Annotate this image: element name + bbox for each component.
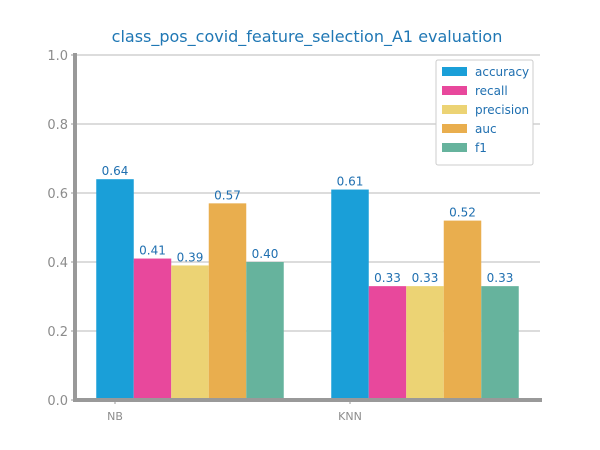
data-label-auc-nb: 0.57 bbox=[214, 188, 241, 202]
data-label-recall-nb: 0.41 bbox=[139, 244, 166, 258]
legend-swatch-recall bbox=[442, 86, 467, 95]
chart-title: class_pos_covid_feature_selection_A1 eva… bbox=[112, 27, 503, 47]
bar-precision-nb bbox=[171, 265, 209, 400]
y-tick-label: 0.2 bbox=[47, 325, 68, 340]
x-tick-label-nb: NB bbox=[107, 410, 123, 423]
legend: accuracy recall precision auc f1 bbox=[435, 59, 534, 166]
bar-recall-knn bbox=[368, 286, 407, 400]
legend-label-recall: recall bbox=[475, 84, 508, 98]
bar-auc-nb bbox=[208, 203, 247, 400]
data-label-accuracy-nb: 0.64 bbox=[102, 164, 129, 178]
x-tick-label-knn: KNN bbox=[338, 410, 362, 423]
y-tick-label: 1.0 bbox=[47, 49, 68, 64]
data-label-f1-knn: 0.33 bbox=[487, 271, 514, 285]
bar-f1-nb bbox=[246, 262, 284, 400]
legend-swatch-precision bbox=[442, 105, 467, 114]
data-label-auc-knn: 0.52 bbox=[449, 206, 476, 220]
bar-accuracy-nb bbox=[96, 179, 134, 400]
y-tick-label: 0.4 bbox=[47, 256, 68, 271]
bar-auc-knn bbox=[443, 220, 482, 400]
legend-label-precision: precision bbox=[475, 103, 529, 117]
legend-label-auc: auc bbox=[475, 122, 497, 136]
legend-swatch-auc bbox=[442, 124, 467, 133]
bar-precision-knn bbox=[406, 286, 444, 400]
data-labels: 0.64 0.61 0.41 0.33 0.39 0.33 0.57 0.52 0.40 0.33 bbox=[102, 164, 514, 285]
y-tick-label: 0.6 bbox=[47, 187, 68, 202]
data-label-recall-knn: 0.33 bbox=[374, 271, 401, 285]
legend-swatch-f1 bbox=[442, 143, 467, 152]
y-tick-label: 0.0 bbox=[47, 394, 68, 409]
data-label-precision-nb: 0.39 bbox=[177, 250, 204, 264]
bar-f1-knn bbox=[481, 286, 519, 400]
axes: 0.0 0.2 0.4 0.6 0.8 1.0 NB KNN bbox=[47, 49, 542, 423]
bar-recall-nb bbox=[133, 258, 172, 400]
legend-label-f1: f1 bbox=[475, 141, 487, 155]
data-label-f1-nb: 0.40 bbox=[252, 247, 279, 261]
data-label-accuracy-knn: 0.61 bbox=[337, 175, 364, 189]
legend-label-accuracy: accuracy bbox=[475, 65, 529, 79]
bars bbox=[96, 179, 519, 400]
y-tick-label: 0.8 bbox=[47, 118, 68, 133]
data-label-precision-knn: 0.33 bbox=[412, 271, 439, 285]
legend-swatch-accuracy bbox=[442, 67, 467, 76]
bar-accuracy-knn bbox=[331, 189, 369, 400]
